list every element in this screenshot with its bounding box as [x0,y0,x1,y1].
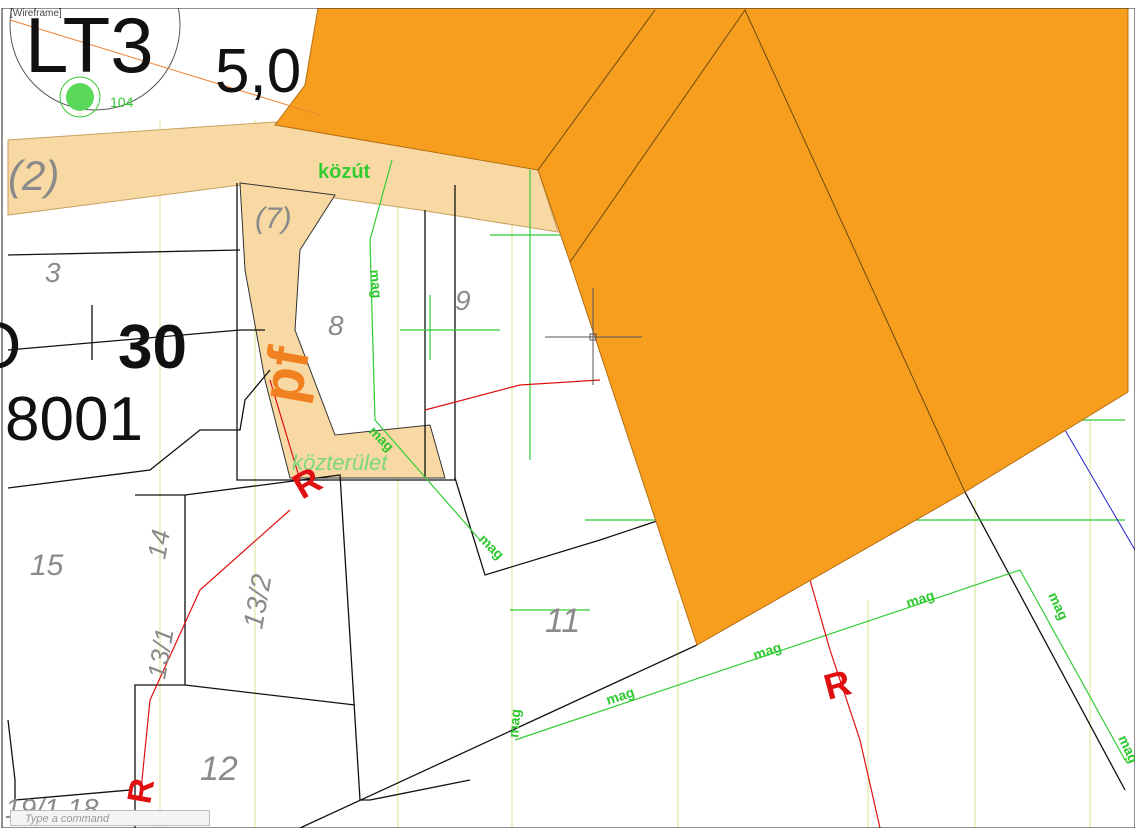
o-label: O [0,308,21,382]
mag-label: mag [367,269,385,299]
parcel: 3 [45,257,61,288]
parcel: 8 [328,310,344,341]
n8001: 8001 [5,385,143,454]
mag-label: mag [505,708,523,738]
elev: 5,0 [215,37,301,106]
command-line[interactable]: Type a command [10,810,210,826]
parcel: (2) [8,152,59,199]
point-id: 104 [110,94,134,110]
parcel: 12 [200,750,238,788]
parcel: (7) [255,202,292,235]
parcel: 15 [30,549,64,582]
lt3: LT3 [25,1,154,89]
road-name: közút [318,161,371,183]
viewport: [Wireframe] LT3 5,0 104 (2) közút (7) 3 … [0,0,1135,828]
page: [Wireframe] LT3 5,0 104 (2) közút (7) 3 … [0,0,1135,828]
parcel: 11 [545,602,580,640]
parcel: 14 [141,527,176,561]
n30: 30 [118,313,187,382]
top-strip [0,0,1135,8]
parcel: 9 [455,285,471,316]
